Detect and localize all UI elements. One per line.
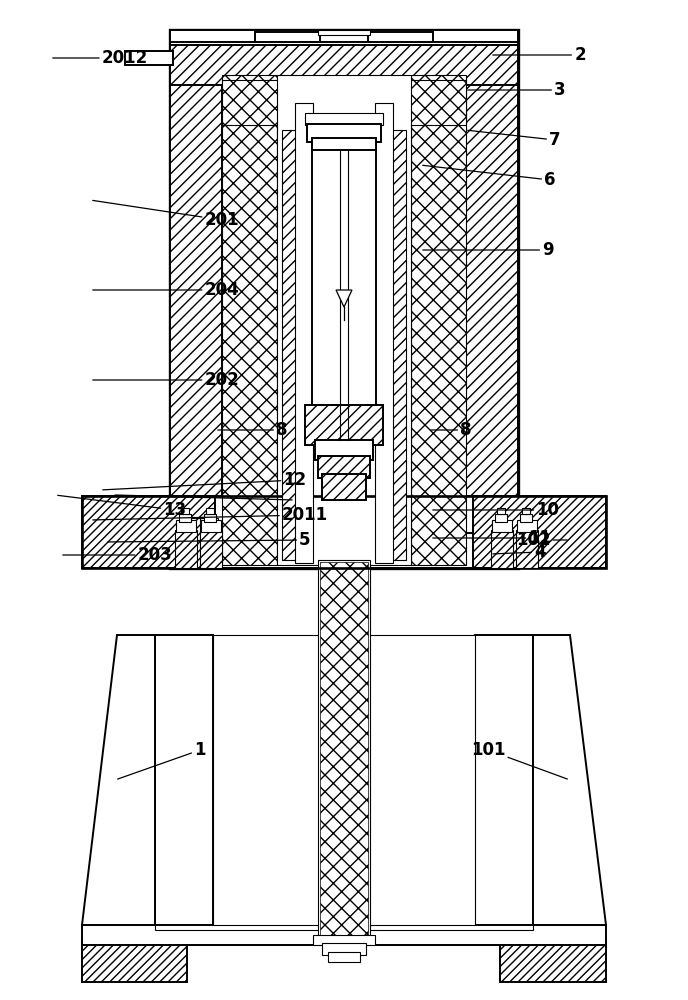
Bar <box>200 530 222 568</box>
Bar <box>491 530 513 568</box>
Text: 2011: 2011 <box>93 506 328 524</box>
Bar <box>277 75 411 565</box>
Bar <box>411 75 466 565</box>
Bar <box>206 508 214 514</box>
Bar <box>318 456 370 478</box>
Text: 11: 11 <box>433 529 552 547</box>
Bar <box>516 530 538 568</box>
Bar <box>318 30 370 35</box>
Bar <box>190 518 200 540</box>
Bar <box>318 456 370 478</box>
Polygon shape <box>312 410 376 445</box>
Text: 201: 201 <box>93 200 239 229</box>
Text: 1: 1 <box>118 741 206 779</box>
Bar <box>170 30 518 568</box>
Bar <box>305 113 383 125</box>
Bar <box>328 952 360 962</box>
Bar <box>175 530 197 568</box>
Bar <box>313 935 375 945</box>
Text: 2012: 2012 <box>53 49 148 67</box>
Text: 8: 8 <box>431 421 472 439</box>
Text: 204: 204 <box>93 281 239 299</box>
Text: 7: 7 <box>468 130 561 149</box>
Text: 203: 203 <box>63 546 173 564</box>
Bar <box>82 940 187 982</box>
Bar <box>82 496 606 568</box>
Bar <box>155 635 213 925</box>
Bar <box>222 75 277 565</box>
Bar <box>322 474 366 500</box>
Bar <box>307 124 381 142</box>
Bar <box>170 30 222 568</box>
Text: 5: 5 <box>108 531 311 549</box>
Text: 8: 8 <box>218 421 288 439</box>
Text: 13: 13 <box>58 495 186 519</box>
Bar <box>255 32 320 42</box>
Bar <box>201 520 221 532</box>
Polygon shape <box>336 290 352 307</box>
Bar <box>181 508 189 514</box>
Text: 202: 202 <box>93 371 239 389</box>
Polygon shape <box>82 635 155 925</box>
Bar <box>305 405 383 445</box>
Bar <box>200 518 218 568</box>
Bar <box>322 943 366 955</box>
Text: 4: 4 <box>493 543 546 561</box>
Bar <box>170 30 518 85</box>
Bar <box>375 103 393 563</box>
Bar <box>277 75 411 565</box>
Bar <box>322 474 366 500</box>
Bar <box>295 103 313 563</box>
Bar <box>176 520 196 532</box>
Bar <box>282 130 312 560</box>
Bar <box>466 30 518 568</box>
Text: 101: 101 <box>471 741 568 779</box>
Bar <box>475 635 533 925</box>
Bar <box>520 514 532 522</box>
Text: 12: 12 <box>103 471 307 490</box>
Bar <box>522 508 530 514</box>
Text: 6: 6 <box>422 165 556 189</box>
Bar <box>315 440 373 460</box>
Bar <box>155 922 533 930</box>
Bar <box>376 130 406 560</box>
Text: 3: 3 <box>468 81 566 99</box>
Text: 10: 10 <box>433 501 559 519</box>
Bar <box>190 518 200 540</box>
Bar <box>222 80 466 125</box>
Bar <box>318 560 370 940</box>
Bar <box>170 30 518 45</box>
Bar <box>497 508 505 514</box>
Polygon shape <box>533 635 606 925</box>
Bar <box>170 30 518 42</box>
Bar <box>517 520 537 532</box>
Bar <box>500 940 606 982</box>
Bar <box>312 140 376 410</box>
Bar <box>213 635 475 925</box>
Text: 102: 102 <box>516 531 567 549</box>
Bar <box>320 562 368 938</box>
Bar <box>82 925 606 945</box>
Text: 9: 9 <box>423 241 554 259</box>
Bar <box>492 520 512 532</box>
Bar <box>305 405 383 445</box>
Bar <box>204 514 216 522</box>
Bar <box>82 496 215 568</box>
Bar <box>215 496 473 538</box>
Bar <box>473 496 606 568</box>
Bar <box>125 51 173 65</box>
Bar <box>179 514 191 522</box>
Bar <box>312 138 376 150</box>
Text: 2: 2 <box>493 46 585 64</box>
Bar <box>368 32 433 42</box>
Bar <box>215 533 473 568</box>
Bar <box>495 514 507 522</box>
